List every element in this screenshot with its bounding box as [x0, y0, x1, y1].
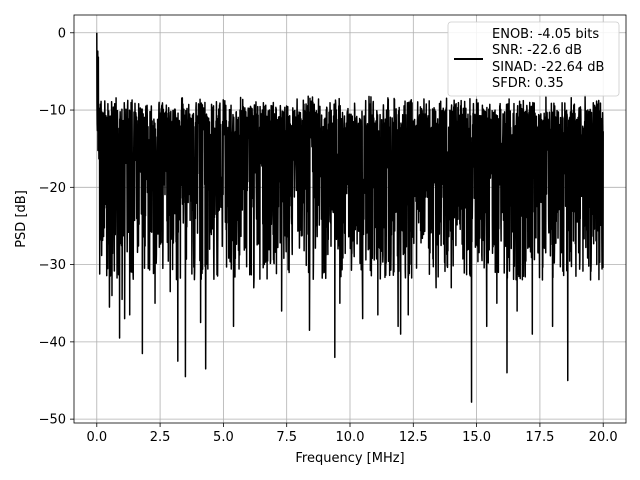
x-tick-label: 2.5 [150, 430, 171, 445]
legend-sinad: SINAD: -22.64 dB [492, 60, 604, 75]
x-axis-label: Frequency [MHz] [295, 451, 404, 466]
legend-sfdr: SFDR: 0.35 [492, 76, 564, 91]
x-tick-label: 5.0 [213, 430, 234, 445]
plot-series [96, 32, 604, 403]
x-tick-label: 17.5 [525, 430, 554, 445]
x-tick-label: 15.0 [462, 430, 491, 445]
x-axis-ticks: 0.0 2.5 5.0 7.5 10.0 12.5 15.0 17.5 20.0 [86, 423, 618, 445]
y-tick-label: 0 [58, 26, 66, 41]
y-axis-label: PSD [dB] [14, 190, 29, 248]
x-tick-label: 10.0 [336, 430, 365, 445]
y-tick-label: −20 [39, 181, 66, 196]
psd-series-line [96, 32, 604, 403]
legend-box [447, 21, 620, 97]
y-tick-label: −40 [39, 335, 66, 350]
x-tick-label: 12.5 [399, 430, 428, 445]
x-tick-label: 20.0 [589, 430, 618, 445]
y-axis-ticks: 0 −10 −20 −30 −40 −50 [39, 26, 74, 428]
legend-snr: SNR: -22.6 dB [492, 43, 582, 58]
x-tick-label: 7.5 [276, 430, 297, 445]
y-tick-label: −30 [39, 258, 66, 273]
y-tick-label: −50 [39, 413, 66, 428]
legend: ENOB: -4.05 bits SNR: -22.6 dB SINAD: -2… [447, 21, 620, 97]
legend-enob: ENOB: -4.05 bits [492, 27, 599, 42]
x-tick-label: 0.0 [86, 430, 107, 445]
y-tick-label: −10 [39, 104, 66, 119]
